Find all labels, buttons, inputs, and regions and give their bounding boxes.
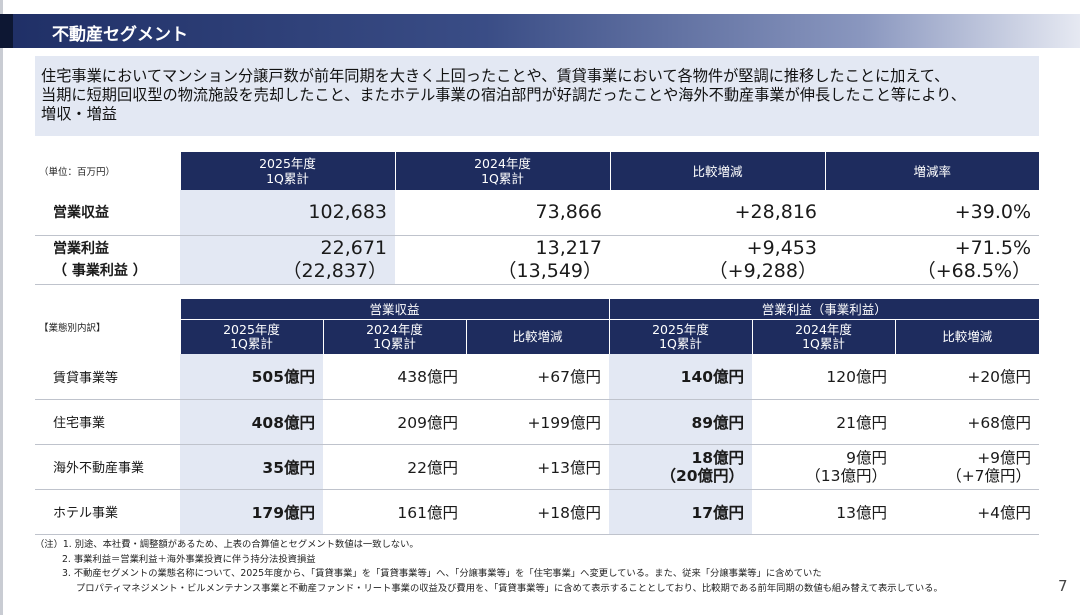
- table-header-row: 2025年度 1Q累計 2024年度 1Q累計 比較増減 2025年度 1Q累計 20…: [35, 319, 1040, 354]
- col-header-fy2024: 2024年度 1Q累計: [394, 152, 610, 190]
- table-row: 賃貸事業等 505億円 438億円 +67億円 140億円 120億円 +20億…: [35, 354, 1040, 400]
- value-cell: 73,866: [395, 190, 610, 236]
- row-label: 住宅事業: [35, 399, 180, 445]
- value-cell: 18億円 （20億円）: [609, 444, 753, 490]
- value-cell: 179億円: [180, 489, 323, 535]
- value-cell: +39.0%: [825, 190, 1039, 236]
- col-header-fy2025: 2025年度 1Q累計: [179, 152, 395, 190]
- group-header-profit: 営業利益（事業利益）: [608, 299, 1040, 320]
- left-edge-stripe: [0, 0, 3, 615]
- value-cell: 438億円: [323, 354, 466, 400]
- value-cell: +4億円: [895, 489, 1040, 535]
- footnote: 3. 不動産セグメントの業態名称について、2025年度から、「賃貸事業」を「賃貸…: [62, 568, 822, 579]
- value-cell: +67億円: [466, 354, 610, 400]
- table-row: 海外不動産事業 35億円 22億円 +13億円 18億円 （20億円） 9億円 （1…: [35, 444, 1040, 490]
- row-label-operating-profit: 営業利益（ 事業利益 ）: [35, 235, 180, 285]
- row-label-revenue: 営業収益: [35, 190, 180, 236]
- value-cell: 505億円: [180, 354, 323, 400]
- footnotes: （注）1. 別途、本社費・調整額があるため、上表の合算値とセグメント数値は一致し…: [35, 538, 943, 596]
- value-cell: +13億円: [466, 444, 610, 490]
- value-cell: 21億円: [752, 399, 896, 445]
- breakdown-label: 【業態別内訳】: [39, 322, 106, 334]
- value-cell: 209億円: [323, 399, 466, 445]
- col-header-rate: 増減率: [824, 152, 1039, 190]
- row-label: ホテル事業: [35, 489, 180, 535]
- summary-box: 住宅事業においてマンション分譲戸数が前年同期を大きく上回ったことや、賃貸事業にお…: [35, 56, 1039, 136]
- col-header-change: 比較増減: [609, 152, 825, 190]
- value-cell: +28,816: [610, 190, 825, 236]
- value-cell: 89億円: [609, 399, 753, 445]
- value-cell: 13,217 （13,549）: [395, 235, 610, 285]
- value-cell: 22億円: [323, 444, 466, 490]
- row-label: 海外不動産事業: [35, 444, 180, 490]
- footnote: （注）1. 別途、本社費・調整額があるため、上表の合算値とセグメント数値は一致し…: [35, 539, 419, 550]
- table-row: 営業収益 102,683 73,866 +28,816 +39.0%: [35, 190, 1039, 236]
- value-cell: +20億円: [895, 354, 1040, 400]
- value-cell: +9,453 （+9,288）: [610, 235, 825, 285]
- value-cell: +9億円 （+7億円）: [895, 444, 1040, 490]
- col-header-fy2024: 2024年度 1Q累計: [751, 319, 896, 354]
- unit-label: （単位：百万円）: [39, 167, 116, 178]
- value-cell: +71.5% （+68.5%）: [825, 235, 1039, 285]
- col-header-fy2025: 2025年度 1Q累計: [179, 319, 323, 354]
- summary-line: 当期に短期回収型の物流施設を売却したこと、またホテル事業の宿泊部門が好調だったこ…: [41, 86, 966, 104]
- table-row: ホテル事業 179億円 161億円 +18億円 17億円 13億円 +4億円: [35, 489, 1040, 535]
- col-header-change: 比較増減: [465, 319, 610, 354]
- row-label: 賃貸事業等: [35, 354, 180, 400]
- title-bar: 不動産セグメント: [0, 14, 1080, 48]
- value-cell: 9億円 （13億円）: [752, 444, 896, 490]
- footnote: 2. 事業利益＝営業利益＋海外事業投資に伴う持分法投資損益: [62, 553, 316, 565]
- value-cell: 408億円: [180, 399, 323, 445]
- business-breakdown-table: 【業態別内訳】 営業収益 営業利益（事業利益） 2025年度 1Q累計 2024年…: [35, 299, 1040, 535]
- value-cell: 161億円: [323, 489, 466, 535]
- page-number: 7: [1058, 577, 1068, 595]
- col-header-fy2024: 2024年度 1Q累計: [322, 319, 466, 354]
- value-cell: 22,671 （22,837）: [180, 235, 395, 285]
- col-header-fy2025: 2025年度 1Q累計: [608, 319, 753, 354]
- title-accent: [0, 14, 13, 48]
- footnote: プロパティマネジメント・ビルメンテナンス事業と不動産ファンド・リート事業の収益及…: [76, 582, 943, 594]
- value-cell: +18億円: [466, 489, 610, 535]
- segment-summary-table: （単位：百万円） 2025年度 1Q累計 2024年度 1Q累計 比較増減 増減率 …: [35, 152, 1039, 285]
- page-title: 不動産セグメント: [52, 25, 188, 45]
- value-cell: 140億円: [609, 354, 753, 400]
- value-cell: 120億円: [752, 354, 896, 400]
- value-cell: 35億円: [180, 444, 323, 490]
- table-header-row: （単位：百万円） 2025年度 1Q累計 2024年度 1Q累計 比較増減 増減率: [35, 152, 1039, 190]
- summary-line: 増収・増益: [41, 105, 117, 123]
- value-cell: +68億円: [895, 399, 1040, 445]
- value-cell: 102,683: [180, 190, 395, 236]
- table-row: 営業利益（ 事業利益 ） 22,671 （22,837） 13,217 （13,54…: [35, 235, 1039, 285]
- value-cell: 13億円: [752, 489, 896, 535]
- group-header-row: 【業態別内訳】 営業収益 営業利益（事業利益）: [35, 299, 1040, 334]
- col-header-change: 比較増減: [894, 319, 1040, 354]
- value-cell: 17億円: [609, 489, 753, 535]
- table-row: 住宅事業 408億円 209億円 +199億円 89億円 21億円 +68億円: [35, 399, 1040, 445]
- value-cell: +199億円: [466, 399, 610, 445]
- group-header-revenue: 営業収益: [179, 299, 610, 320]
- summary-line: 住宅事業においてマンション分譲戸数が前年同期を大きく上回ったことや、賃貸事業にお…: [41, 67, 950, 85]
